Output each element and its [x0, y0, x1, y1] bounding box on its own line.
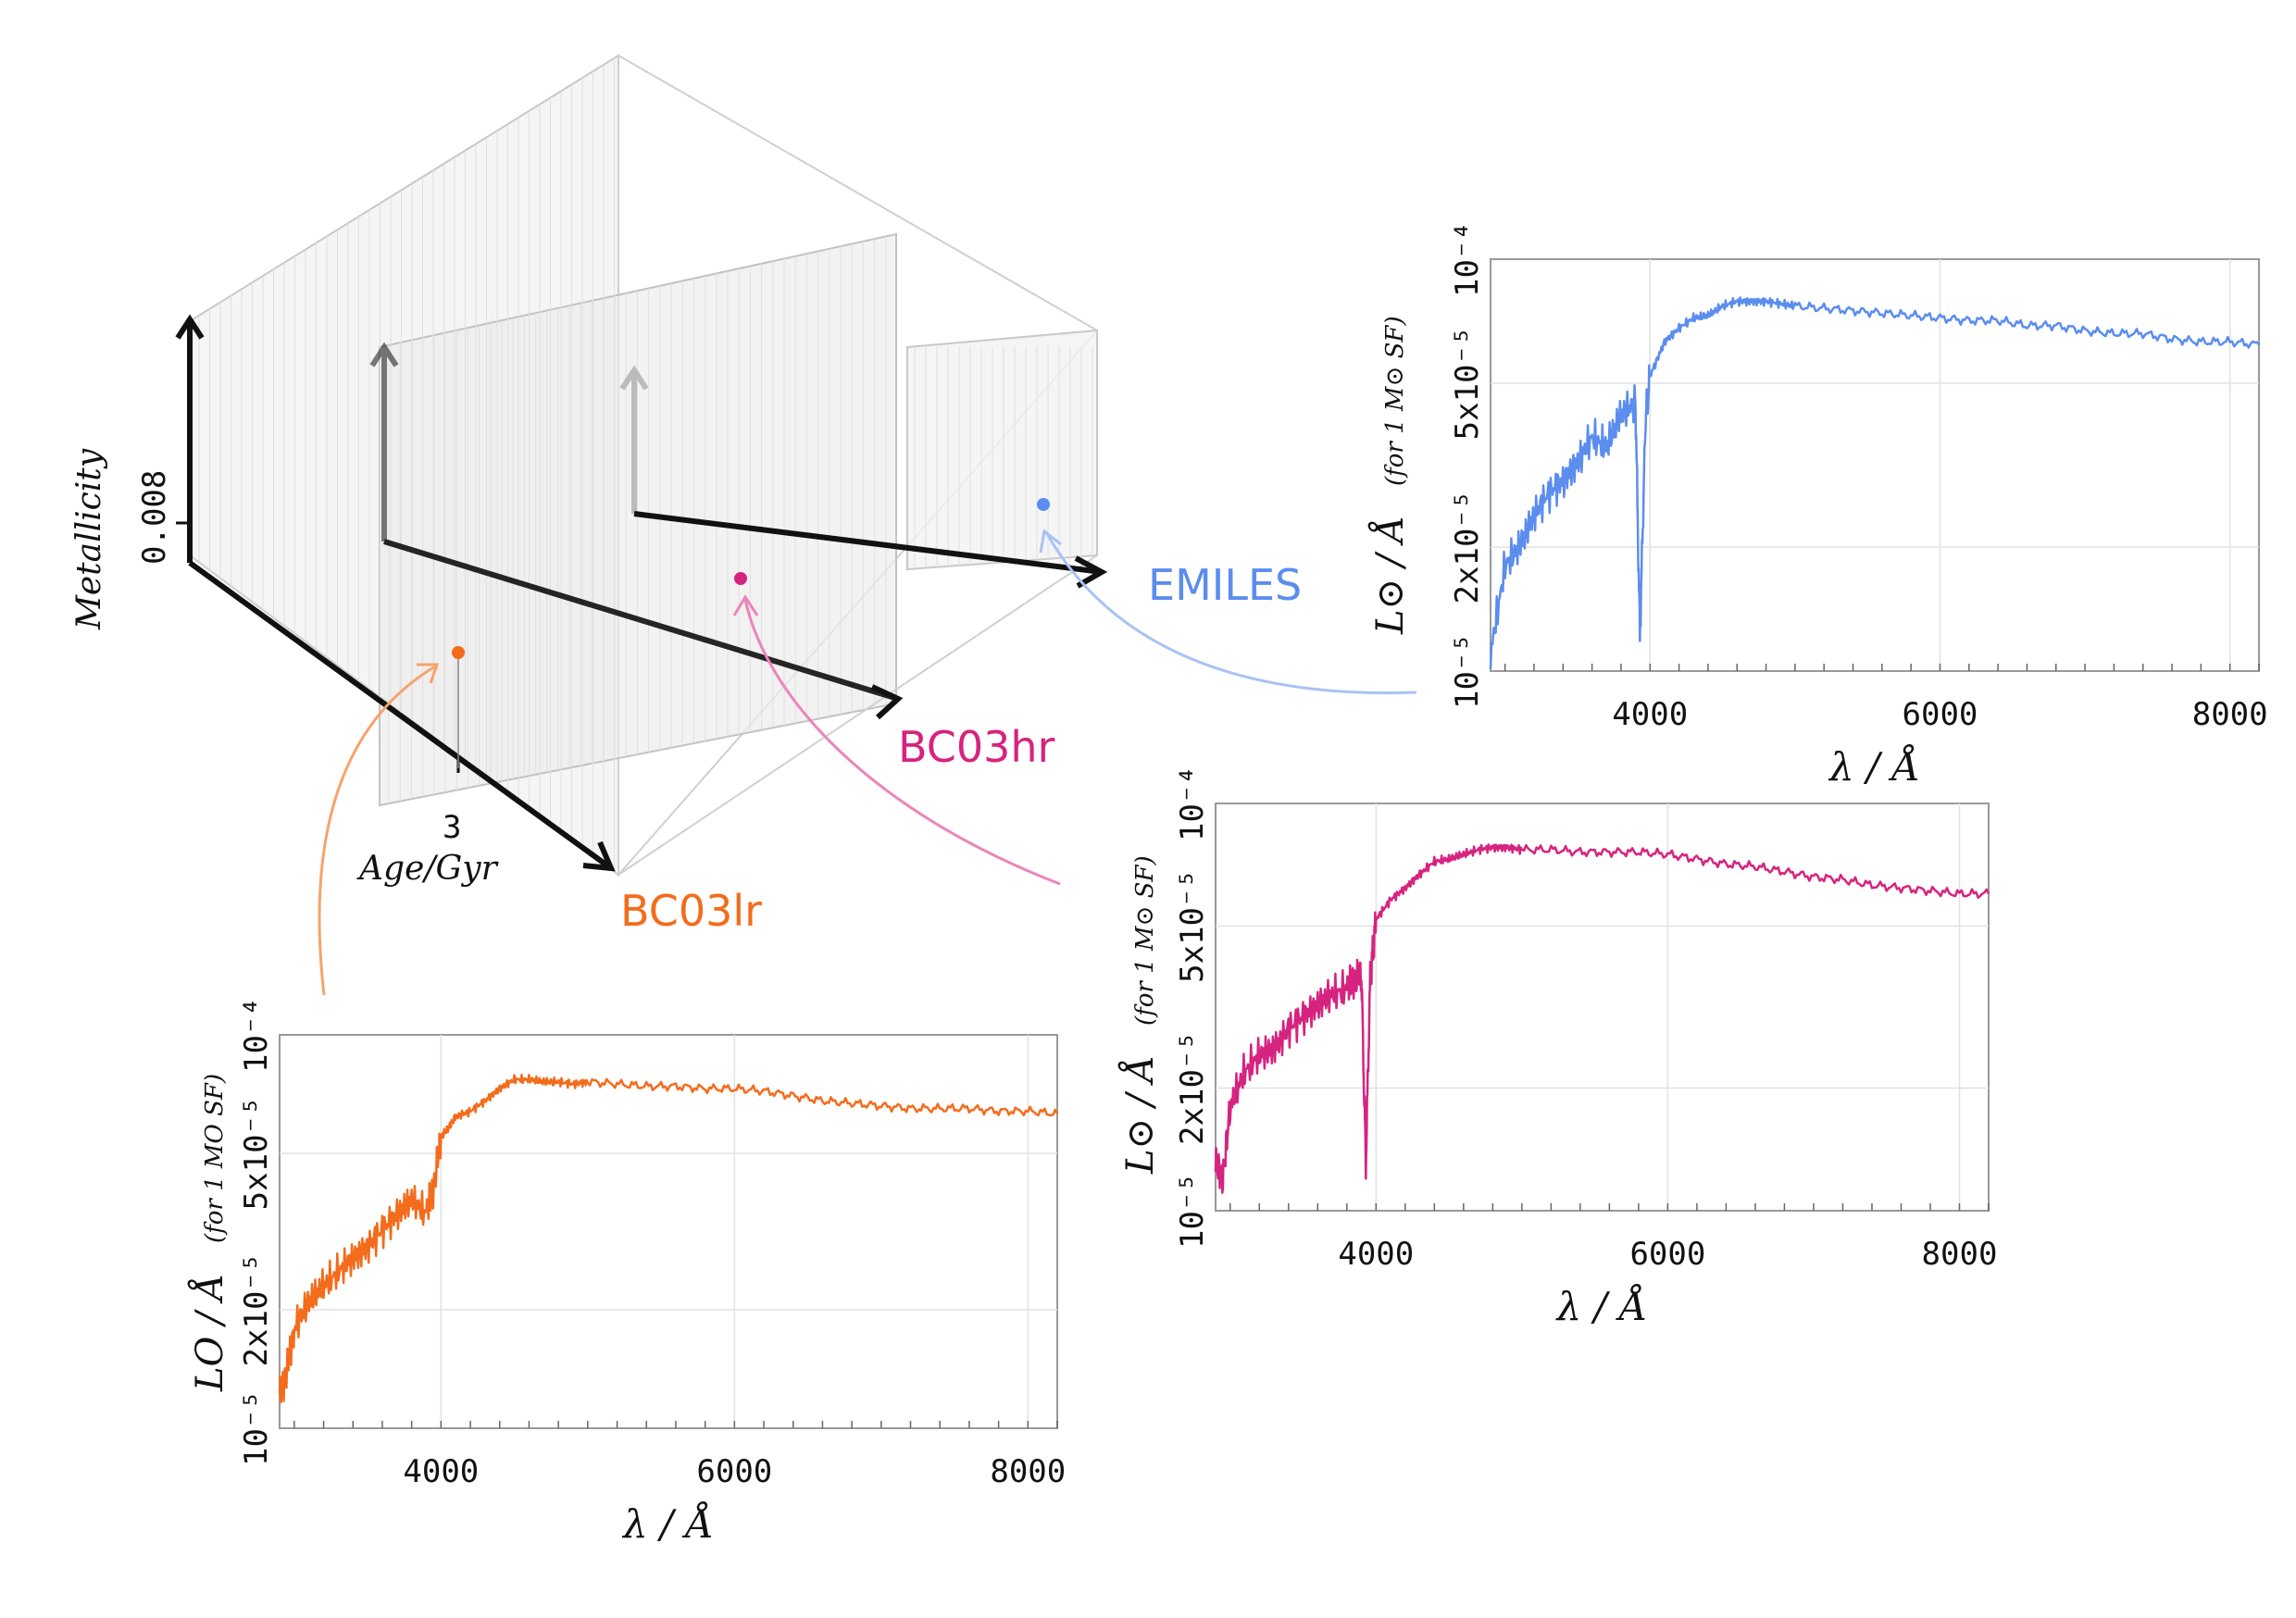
y-tick-label: 10⁻⁵	[1449, 633, 1486, 709]
bc03hr-point	[734, 572, 747, 585]
y-tick-label: 5x10⁻⁵	[1174, 869, 1211, 983]
arrowhead-back	[619, 365, 649, 391]
bc03hr-spectrum-panel: 4000 6000 8000 10⁻⁵ 2x10⁻⁵ 5x10⁻⁵ 10⁻⁴ λ / Å L⊙ …	[1118, 765, 1997, 1329]
y-axis-note: (for 1 M⊙ SF)	[1131, 855, 1159, 1026]
y-axis-note: (for 1 M⊙ SF)	[1381, 316, 1409, 486]
plane-hatching	[198, 57, 1093, 872]
arrowhead-mid	[369, 342, 399, 367]
age-arrowhead-mid	[870, 684, 904, 720]
age-tick-label: 3	[443, 809, 461, 846]
x-axis-label: λ / Å	[1555, 1283, 1648, 1329]
x-tick-label: 8000	[1922, 1236, 1998, 1273]
age-arrowhead-back	[1074, 555, 1108, 589]
x-axis-label: λ / Å	[621, 1500, 714, 1547]
x-tick-label: 6000	[1903, 696, 1978, 733]
y-tick-label: 10⁻⁴	[1174, 765, 1211, 841]
y-tick-label: 10⁻⁴	[1449, 221, 1486, 297]
metallicity-arrowhead	[175, 314, 205, 340]
x-tick-label: 8000	[990, 1453, 1066, 1490]
x-tick-label: 4000	[1612, 696, 1688, 733]
y-axis-label: L⊙ / Å	[1118, 1055, 1162, 1175]
y-tick-label: 5x10⁻⁵	[1449, 327, 1486, 441]
plot-frame	[1490, 258, 2260, 672]
bc03lr-spectrum-panel: 4000 6000 8000 10⁻⁵ 2x10⁻⁵ 5x10⁻⁵ 10⁻⁴ λ / Å LO …	[188, 997, 1066, 1547]
y-axis-note: (for 1 MO SF)	[201, 1074, 229, 1243]
bc03lr-connector-head	[417, 663, 440, 684]
emiles-spectrum-panel: 4000 6000 8000 10⁻⁵ 2x10⁻⁵ 5x10⁻⁵ 10⁻⁴ λ / Å L⊙ …	[1368, 221, 2268, 790]
metallicity-tick-label: 0.008	[136, 470, 173, 565]
plot-frame	[1215, 803, 1990, 1212]
emiles-point	[1037, 498, 1050, 511]
x-tick-label: 4000	[403, 1453, 479, 1490]
y-tick-label: 10⁻⁵	[238, 1390, 275, 1466]
emiles-label: EMILES	[1148, 560, 1302, 610]
age-arrowhead	[582, 840, 616, 872]
y-tick-label: 2x10⁻⁵	[1174, 1031, 1211, 1145]
y-tick-label: 5x10⁻⁵	[238, 1097, 275, 1211]
age-label: Age/Gyr	[356, 850, 499, 888]
bc03hr-label: BC03hr	[898, 722, 1055, 772]
y-tick-label: 10⁻⁴	[238, 997, 275, 1073]
spectrum-line	[278, 1073, 1059, 1403]
y-axis-label: L⊙ / Å	[1368, 516, 1412, 635]
y-axis-label: LO / Å	[188, 1274, 231, 1392]
bc03lr-point	[452, 646, 465, 659]
bc03hr-connector	[743, 599, 1061, 886]
spectrum-line	[1214, 843, 1990, 1194]
bc03hr-connector-head	[732, 594, 759, 616]
x-tick-label: 4000	[1338, 1236, 1414, 1273]
x-tick-label: 6000	[696, 1453, 772, 1490]
metallicity-plane-front	[906, 329, 1098, 571]
age-axis	[188, 560, 613, 871]
emiles-connector	[1044, 531, 1417, 695]
y-tick-label: 2x10⁻⁵	[1449, 491, 1486, 604]
x-tick-label: 8000	[2192, 696, 2268, 733]
bc03lr-connector	[318, 665, 436, 996]
y-tick-label: 10⁻⁵	[1174, 1173, 1211, 1249]
plot-frame	[279, 1034, 1058, 1429]
x-tick-label: 6000	[1629, 1236, 1705, 1273]
spectrum-line	[1489, 296, 2260, 669]
parameter-space-cube: Metallicity 0.008 3 Age/Gyr BC03lr BC03h…	[70, 54, 1417, 996]
y-tick-label: 2x10⁻⁵	[238, 1253, 275, 1367]
emiles-connector-head	[1039, 529, 1062, 554]
cube-axes-back	[619, 365, 1108, 589]
metallicity-label: Metallicity	[70, 448, 108, 630]
age-axis-mid-dark	[383, 539, 899, 702]
cube-edge-right	[618, 554, 1098, 876]
age-axis-back	[633, 511, 1103, 575]
bc03lr-label: BC03lr	[620, 886, 762, 936]
x-axis-label: λ / Å	[1828, 743, 1920, 790]
